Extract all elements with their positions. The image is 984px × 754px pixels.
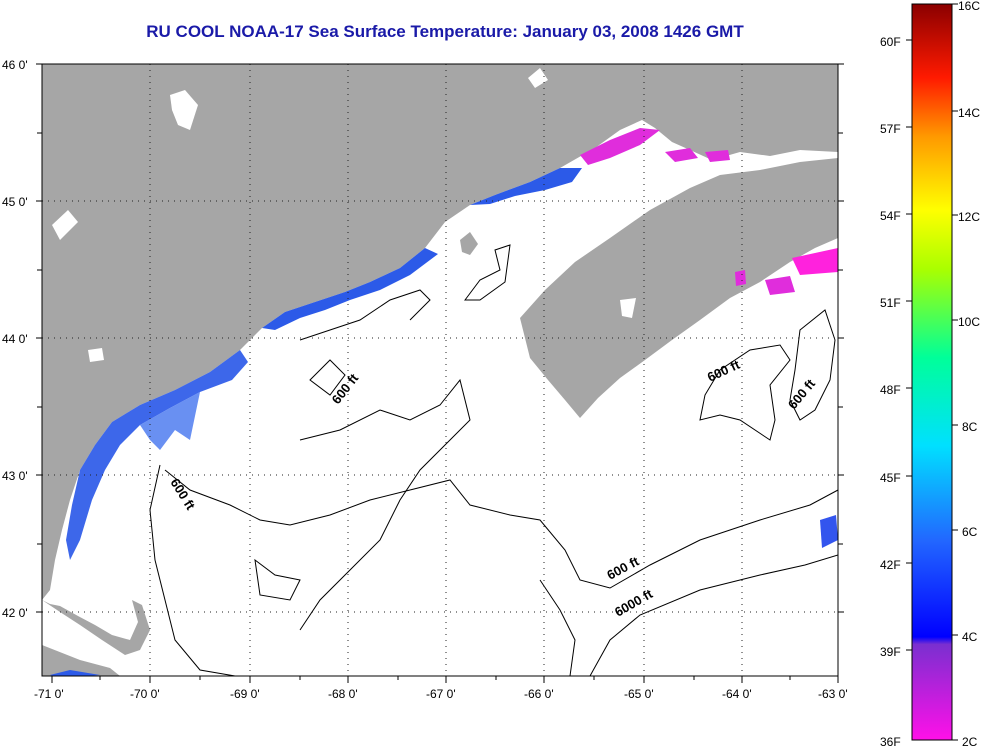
sst-cold-magenta (580, 128, 660, 165)
sst-coastal-blue (262, 248, 438, 330)
lon-tick-label: -66 0' (524, 687, 554, 701)
map-frame (41, 63, 839, 677)
colorbar-c-label: 10C (958, 315, 980, 329)
lake (528, 68, 548, 88)
lake (52, 210, 78, 240)
sst-coastal-blue (50, 670, 100, 676)
colorbar-f-label: 42F (880, 558, 901, 572)
lake (88, 348, 104, 362)
colorbar-f-label: 54F (880, 209, 901, 223)
colorbar-f-label: 45F (880, 471, 901, 485)
lat-tick-label: 43 0' (2, 469, 28, 483)
colorbar-f-label: 57F (880, 122, 901, 136)
lat-tick-label: 46 0' (2, 58, 28, 72)
sst-cold-magenta (792, 248, 838, 275)
lon-tick-label: -68 0' (328, 687, 358, 701)
colorbar-f-label: 39F (880, 645, 901, 659)
sst-cold-magenta (820, 515, 838, 548)
sst-coastal-blue (66, 350, 248, 560)
lon-tick-label: -65 0' (624, 687, 654, 701)
lake (620, 298, 636, 318)
temperature-colorbar (911, 3, 953, 741)
sst-cold-magenta (765, 276, 795, 295)
colorbar-f-label: 60F (880, 35, 901, 49)
sst-cold-magenta (735, 270, 746, 286)
lat-tick-label: 44 0' (2, 332, 28, 346)
land-mainland (42, 64, 838, 600)
lon-tick-label: -70 0' (130, 687, 160, 701)
lon-tick-label: -64 0' (722, 687, 752, 701)
colorbar-c-label: 2C (962, 735, 978, 749)
colorbar-f-label: 51F (880, 296, 901, 310)
colorbar-f-label: 48F (880, 383, 901, 397)
land-nova-scotia (520, 158, 838, 418)
lon-tick-label: -69 0' (230, 687, 260, 701)
graticule (42, 64, 838, 676)
lon-tick-label: -71 0' (34, 687, 64, 701)
colorbar-c-label: 4C (962, 630, 978, 644)
colorbar-c-label: 6C (962, 525, 978, 539)
sst-coastal-blue (140, 392, 200, 450)
colorbar-f-label: 36F (880, 735, 901, 749)
sst-coastal-blue (470, 168, 582, 205)
colorbar-c-label: 8C (962, 420, 978, 434)
lake (170, 90, 198, 130)
land-south (42, 645, 120, 676)
land-island (460, 232, 478, 255)
map-title: RU COOL NOAA-17 Sea Surface Temperature:… (146, 22, 744, 41)
sst-cold-magenta (705, 150, 730, 162)
axis-ticks (36, 63, 844, 683)
land-cape-cod (42, 600, 150, 655)
lon-tick-label: -63 0' (818, 687, 848, 701)
colorbar-ticks (906, 3, 958, 741)
sst-cold-magenta (665, 148, 698, 162)
lat-tick-label: 42 0' (2, 606, 28, 620)
bathymetry-contours (149, 244, 838, 676)
lon-tick-label: -67 0' (426, 687, 456, 701)
colorbar-c-label: 16C (958, 0, 980, 13)
colorbar-c-label: 14C (958, 106, 980, 120)
colorbar-c-label: 12C (958, 210, 980, 224)
lat-tick-label: 45 0' (2, 195, 28, 209)
